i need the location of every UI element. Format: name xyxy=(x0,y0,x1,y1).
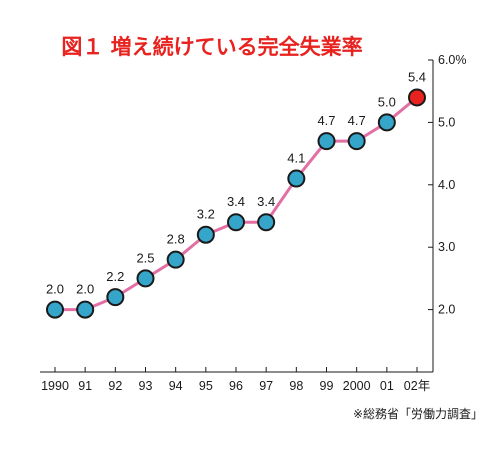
data-label: 3.4 xyxy=(257,194,275,209)
x-tick-label: 97 xyxy=(259,379,273,393)
data-point xyxy=(227,213,245,232)
data-label: 4.7 xyxy=(317,113,335,128)
data-label: 4.7 xyxy=(348,113,366,128)
x-tick-label: 95 xyxy=(199,379,213,393)
x-axis-ticks: 1990 91 92 93 94 95 96 97 98 99 2000 01 02年 xyxy=(41,367,430,393)
data-point xyxy=(136,269,155,288)
data-label: 2.0 xyxy=(76,282,94,297)
data-points xyxy=(46,88,426,319)
data-label: 2.2 xyxy=(106,269,124,284)
data-label: 5.4 xyxy=(408,69,426,84)
x-tick-label: 02年 xyxy=(404,379,430,393)
data-point xyxy=(257,213,276,232)
data-point xyxy=(166,250,185,269)
data-point xyxy=(317,132,336,151)
data-point xyxy=(46,300,64,319)
data-label: 2.0 xyxy=(46,282,64,297)
data-label: 2.5 xyxy=(136,250,154,265)
x-tick-label: 91 xyxy=(78,379,92,393)
source-note: ※総務省「労働力調査」 xyxy=(353,407,483,421)
y-axis-ticks: 2.0 3.0 4.0 5.0 6.0% xyxy=(428,53,467,317)
data-point xyxy=(106,288,125,307)
data-point xyxy=(347,132,366,151)
x-tick-label: 1990 xyxy=(41,379,69,393)
data-point xyxy=(287,169,306,188)
x-tick-label: 98 xyxy=(289,379,303,393)
x-tick-label: 01 xyxy=(380,379,394,393)
x-tick-label: 2000 xyxy=(343,379,371,393)
data-label: 3.4 xyxy=(227,194,245,209)
y-tick-label: 2.0 xyxy=(438,303,455,317)
data-point xyxy=(408,88,426,107)
x-tick-label: 94 xyxy=(169,379,183,393)
x-tick-label: 99 xyxy=(320,379,334,393)
y-tick-label: 4.0 xyxy=(438,178,455,192)
data-point xyxy=(377,113,396,132)
data-label: 3.2 xyxy=(197,207,215,222)
y-tick-label: 3.0 xyxy=(438,240,455,254)
chart-title: 図１ 増え続けている完全失業率 xyxy=(61,35,362,59)
data-label: 5.0 xyxy=(378,94,396,109)
y-tick-label: 6.0% xyxy=(438,53,467,67)
x-tick-label: 96 xyxy=(229,379,243,393)
y-tick-label: 5.0 xyxy=(438,115,455,129)
x-tick-label: 93 xyxy=(139,379,153,393)
data-point xyxy=(76,300,95,319)
data-point xyxy=(196,225,215,244)
data-labels: 2.0 2.0 2.2 2.5 2.8 3.2 3.4 3.4 4.1 4.7 4.7 5.0 5.4 xyxy=(46,69,426,296)
data-label: 2.8 xyxy=(167,232,185,247)
x-tick-label: 92 xyxy=(108,379,122,393)
data-label: 4.1 xyxy=(287,151,305,166)
